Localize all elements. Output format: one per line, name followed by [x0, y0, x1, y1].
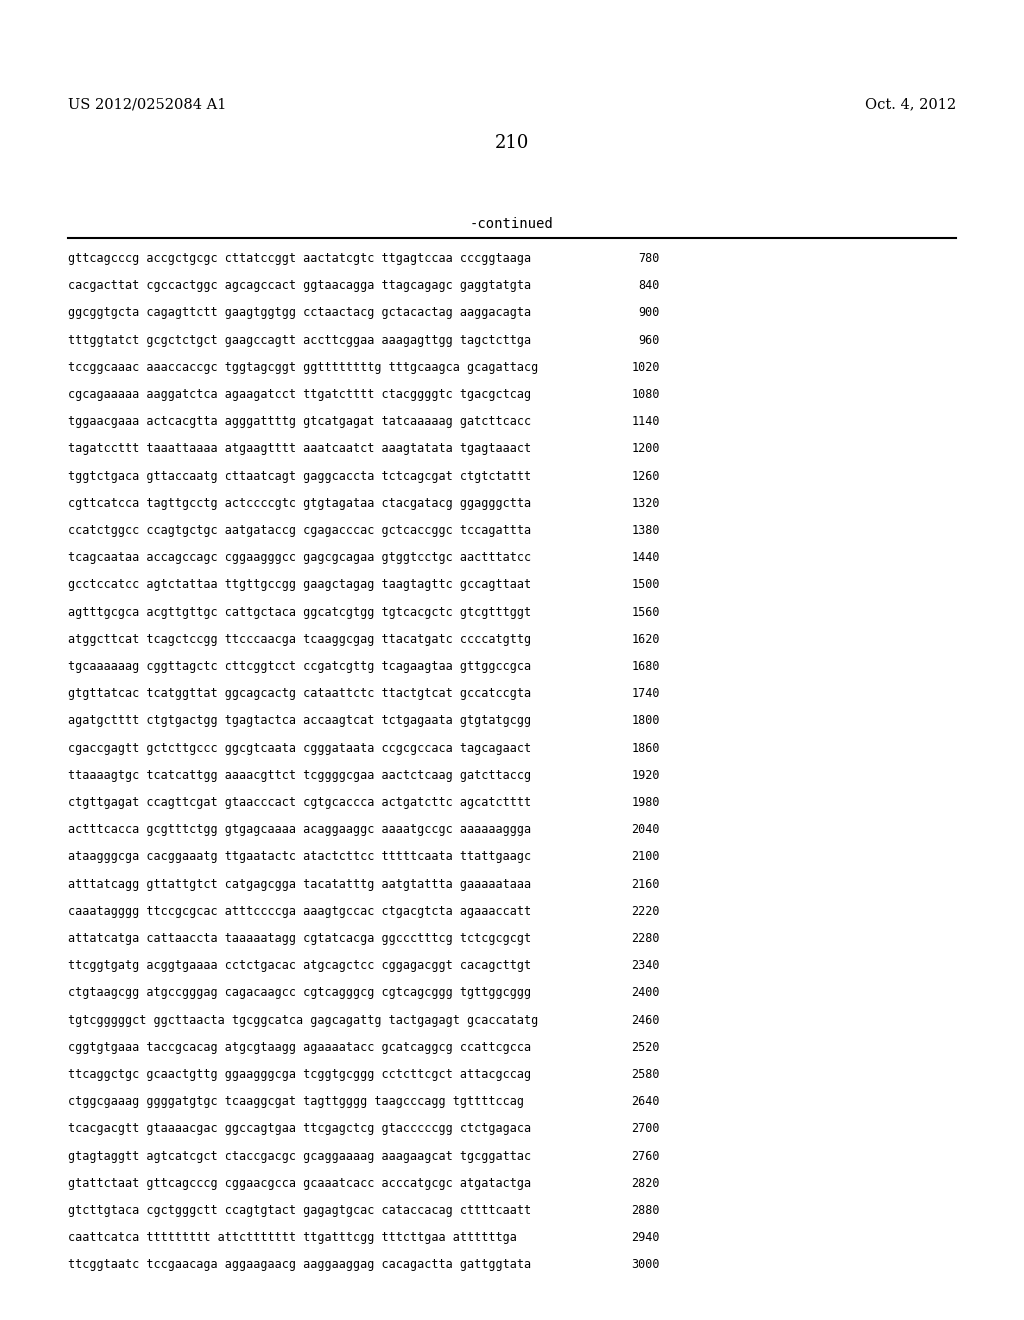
Text: 1260: 1260	[632, 470, 660, 483]
Text: 2880: 2880	[632, 1204, 660, 1217]
Text: 2400: 2400	[632, 986, 660, 999]
Text: 2460: 2460	[632, 1014, 660, 1027]
Text: 900: 900	[639, 306, 660, 319]
Text: 1620: 1620	[632, 632, 660, 645]
Text: 1140: 1140	[632, 416, 660, 428]
Text: 2580: 2580	[632, 1068, 660, 1081]
Text: tttggtatct gcgctctgct gaagccagtt accttcggaa aaagagttgg tagctcttga: tttggtatct gcgctctgct gaagccagtt accttcg…	[68, 334, 531, 347]
Text: ataagggcga cacggaaatg ttgaatactc atactcttcc tttttcaata ttattgaagc: ataagggcga cacggaaatg ttgaatactc atactct…	[68, 850, 531, 863]
Text: ttaaaagtgc tcatcattgg aaaacgttct tcggggcgaa aactctcaag gatcttaccg: ttaaaagtgc tcatcattgg aaaacgttct tcggggc…	[68, 768, 531, 781]
Text: 2340: 2340	[632, 960, 660, 973]
Text: tcacgacgtt gtaaaacgac ggccagtgaa ttcgagctcg gtacccccgg ctctgagaca: tcacgacgtt gtaaaacgac ggccagtgaa ttcgagc…	[68, 1122, 531, 1135]
Text: 2280: 2280	[632, 932, 660, 945]
Text: ggcggtgcta cagagttctt gaagtggtgg cctaactacg gctacactag aaggacagta: ggcggtgcta cagagttctt gaagtggtgg cctaact…	[68, 306, 531, 319]
Text: 1020: 1020	[632, 360, 660, 374]
Text: 1440: 1440	[632, 552, 660, 564]
Text: tcagcaataa accagccagc cggaagggcc gagcgcagaa gtggtcctgc aactttatcc: tcagcaataa accagccagc cggaagggcc gagcgca…	[68, 552, 531, 564]
Text: 2640: 2640	[632, 1096, 660, 1109]
Text: 210: 210	[495, 135, 529, 152]
Text: tgtcgggggct ggcttaacta tgcggcatca gagcagattg tactgagagt gcaccatatg: tgtcgggggct ggcttaacta tgcggcatca gagcag…	[68, 1014, 539, 1027]
Text: tgcaaaaaag cggttagctc cttcggtcct ccgatcgttg tcagaagtaa gttggccgca: tgcaaaaaag cggttagctc cttcggtcct ccgatcg…	[68, 660, 531, 673]
Text: 2940: 2940	[632, 1232, 660, 1245]
Text: 1800: 1800	[632, 714, 660, 727]
Text: caattcatca ttttttttt attcttttttt ttgatttcgg tttcttgaa attttttga: caattcatca ttttttttt attcttttttt ttgattt…	[68, 1232, 517, 1245]
Text: 2520: 2520	[632, 1040, 660, 1053]
Text: actttcacca gcgtttctgg gtgagcaaaa acaggaaggc aaaatgccgc aaaaaaggga: actttcacca gcgtttctgg gtgagcaaaa acaggaa…	[68, 824, 531, 836]
Text: 960: 960	[639, 334, 660, 347]
Text: 2700: 2700	[632, 1122, 660, 1135]
Text: gtgttatcac tcatggttat ggcagcactg cataattctc ttactgtcat gccatccgta: gtgttatcac tcatggttat ggcagcactg cataatt…	[68, 688, 531, 700]
Text: atttatcagg gttattgtct catgagcgga tacatatttg aatgtattta gaaaaataaa: atttatcagg gttattgtct catgagcgga tacatat…	[68, 878, 531, 891]
Text: ctgttgagat ccagttcgat gtaacccact cgtgcaccca actgatcttc agcatctttt: ctgttgagat ccagttcgat gtaacccact cgtgcac…	[68, 796, 531, 809]
Text: ccatctggcc ccagtgctgc aatgataccg cgagacccac gctcaccggc tccagattta: ccatctggcc ccagtgctgc aatgataccg cgagacc…	[68, 524, 531, 537]
Text: ttcggtaatc tccgaacaga aggaagaacg aaggaaggag cacagactta gattggtata: ttcggtaatc tccgaacaga aggaagaacg aaggaag…	[68, 1258, 531, 1271]
Text: 1080: 1080	[632, 388, 660, 401]
Text: tggaacgaaa actcacgtta agggattttg gtcatgagat tatcaaaaag gatcttcacc: tggaacgaaa actcacgtta agggattttg gtcatga…	[68, 416, 531, 428]
Text: 780: 780	[639, 252, 660, 265]
Text: cgttcatcca tagttgcctg actccccgtc gtgtagataa ctacgatacg ggagggctta: cgttcatcca tagttgcctg actccccgtc gtgtaga…	[68, 496, 531, 510]
Text: 2760: 2760	[632, 1150, 660, 1163]
Text: 1560: 1560	[632, 606, 660, 619]
Text: 2040: 2040	[632, 824, 660, 836]
Text: agatgctttt ctgtgactgg tgagtactca accaagtcat tctgagaata gtgtatgcgg: agatgctttt ctgtgactgg tgagtactca accaagt…	[68, 714, 531, 727]
Text: gtattctaat gttcagcccg cggaacgcca gcaaatcacc acccatgcgc atgatactga: gtattctaat gttcagcccg cggaacgcca gcaaatc…	[68, 1177, 531, 1189]
Text: 2820: 2820	[632, 1177, 660, 1189]
Text: tggtctgaca gttaccaatg cttaatcagt gaggcaccta tctcagcgat ctgtctattt: tggtctgaca gttaccaatg cttaatcagt gaggcac…	[68, 470, 531, 483]
Text: ctgtaagcgg atgccgggag cagacaagcc cgtcagggcg cgtcagcggg tgttggcggg: ctgtaagcgg atgccgggag cagacaagcc cgtcagg…	[68, 986, 531, 999]
Text: cgcagaaaaa aaggatctca agaagatcct ttgatctttt ctacggggtc tgacgctcag: cgcagaaaaa aaggatctca agaagatcct ttgatct…	[68, 388, 531, 401]
Text: gttcagcccg accgctgcgc cttatccggt aactatcgtc ttgagtccaa cccggtaaga: gttcagcccg accgctgcgc cttatccggt aactatc…	[68, 252, 531, 265]
Text: cggtgtgaaa taccgcacag atgcgtaagg agaaaatacc gcatcaggcg ccattcgcca: cggtgtgaaa taccgcacag atgcgtaagg agaaaat…	[68, 1040, 531, 1053]
Text: cgaccgagtt gctcttgccc ggcgtcaata cgggataata ccgcgccaca tagcagaact: cgaccgagtt gctcttgccc ggcgtcaata cgggata…	[68, 742, 531, 755]
Text: 1680: 1680	[632, 660, 660, 673]
Text: 1920: 1920	[632, 768, 660, 781]
Text: ttcaggctgc gcaactgttg ggaagggcga tcggtgcggg cctcttcgct attacgccag: ttcaggctgc gcaactgttg ggaagggcga tcggtgc…	[68, 1068, 531, 1081]
Text: 1500: 1500	[632, 578, 660, 591]
Text: attatcatga cattaaccta taaaaatagg cgtatcacga ggccctttcg tctcgcgcgt: attatcatga cattaaccta taaaaatagg cgtatca…	[68, 932, 531, 945]
Text: caaatagggg ttccgcgcac atttccccga aaagtgccac ctgacgtcta agaaaccatt: caaatagggg ttccgcgcac atttccccga aaagtgc…	[68, 904, 531, 917]
Text: ttcggtgatg acggtgaaaa cctctgacac atgcagctcc cggagacggt cacagcttgt: ttcggtgatg acggtgaaaa cctctgacac atgcagc…	[68, 960, 531, 973]
Text: ctggcgaaag ggggatgtgc tcaaggcgat tagttgggg taagcccagg tgttttccag: ctggcgaaag ggggatgtgc tcaaggcgat tagttgg…	[68, 1096, 524, 1109]
Text: 1200: 1200	[632, 442, 660, 455]
Text: agtttgcgca acgttgttgc cattgctaca ggcatcgtgg tgtcacgctc gtcgtttggt: agtttgcgca acgttgttgc cattgctaca ggcatcg…	[68, 606, 531, 619]
Text: 1740: 1740	[632, 688, 660, 700]
Text: -continued: -continued	[470, 216, 554, 231]
Text: 840: 840	[639, 280, 660, 292]
Text: 1860: 1860	[632, 742, 660, 755]
Text: 2100: 2100	[632, 850, 660, 863]
Text: 3000: 3000	[632, 1258, 660, 1271]
Text: 1980: 1980	[632, 796, 660, 809]
Text: 2160: 2160	[632, 878, 660, 891]
Text: gtcttgtaca cgctgggctt ccagtgtact gagagtgcac cataccacag cttttcaatt: gtcttgtaca cgctgggctt ccagtgtact gagagtg…	[68, 1204, 531, 1217]
Text: cacgacttat cgccactggc agcagccact ggtaacagga ttagcagagc gaggtatgta: cacgacttat cgccactggc agcagccact ggtaaca…	[68, 280, 531, 292]
Text: Oct. 4, 2012: Oct. 4, 2012	[865, 96, 956, 111]
Text: tccggcaaac aaaccaccgc tggtagcggt ggttttttttg tttgcaagca gcagattacg: tccggcaaac aaaccaccgc tggtagcggt ggttttt…	[68, 360, 539, 374]
Text: US 2012/0252084 A1: US 2012/0252084 A1	[68, 96, 226, 111]
Text: atggcttcat tcagctccgg ttcccaacga tcaaggcgag ttacatgatc ccccatgttg: atggcttcat tcagctccgg ttcccaacga tcaaggc…	[68, 632, 531, 645]
Text: 1320: 1320	[632, 496, 660, 510]
Text: gtagtaggtt agtcatcgct ctaccgacgc gcaggaaaag aaagaagcat tgcggattac: gtagtaggtt agtcatcgct ctaccgacgc gcaggaa…	[68, 1150, 531, 1163]
Text: gcctccatcc agtctattaa ttgttgccgg gaagctagag taagtagttc gccagttaat: gcctccatcc agtctattaa ttgttgccgg gaagcta…	[68, 578, 531, 591]
Text: tagatccttt taaattaaaa atgaagtttt aaatcaatct aaagtatata tgagtaaact: tagatccttt taaattaaaa atgaagtttt aaatcaa…	[68, 442, 531, 455]
Text: 2220: 2220	[632, 904, 660, 917]
Text: 1380: 1380	[632, 524, 660, 537]
